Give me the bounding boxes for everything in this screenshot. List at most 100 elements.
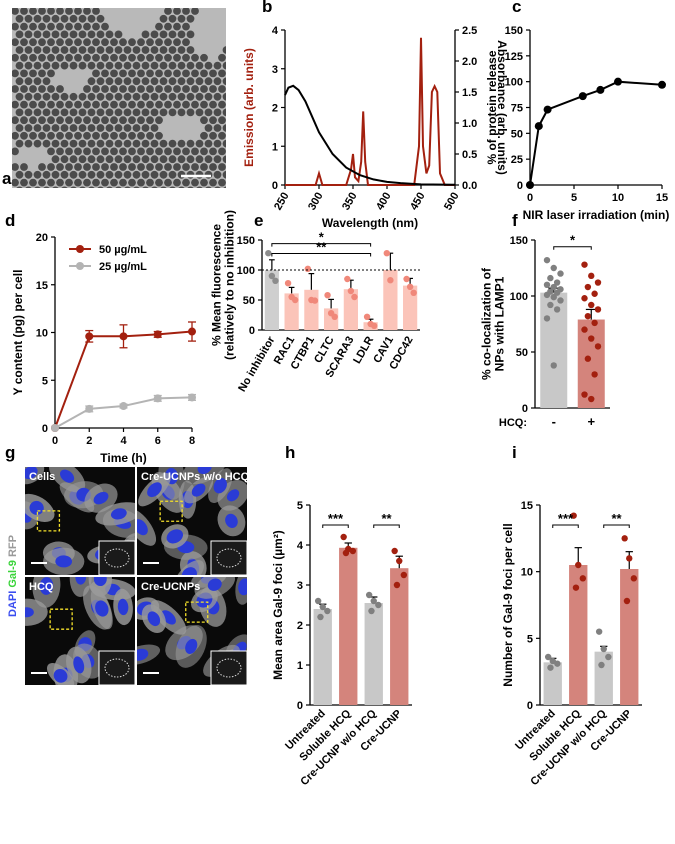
data-point xyxy=(621,535,628,542)
nanoparticle xyxy=(15,77,24,86)
nanoparticle xyxy=(42,46,51,54)
significance-label: * xyxy=(570,233,576,248)
x-tick-label: No inhibitor xyxy=(236,334,278,394)
nanoparticle xyxy=(74,131,82,140)
data-point xyxy=(591,319,598,327)
nanoparticle xyxy=(195,77,204,86)
nanoparticle xyxy=(159,77,168,86)
nanoparticle xyxy=(159,46,168,54)
nanoparticle xyxy=(128,178,136,187)
nanoparticle xyxy=(123,92,132,101)
nanoparticle xyxy=(60,139,69,148)
y-tick-label: 25 xyxy=(511,154,523,166)
nanoparticle xyxy=(12,38,19,47)
data-point xyxy=(570,512,577,519)
y-tick-label: 150 xyxy=(510,235,528,247)
nanoparticle xyxy=(92,100,100,109)
nucleus xyxy=(225,513,238,528)
nanoparticle xyxy=(186,46,195,54)
x-tick-label: 300 xyxy=(306,191,326,213)
nanoparticle xyxy=(24,170,33,179)
nanoparticle xyxy=(168,139,177,148)
nanoparticle xyxy=(20,69,28,78)
data-point xyxy=(349,547,357,555)
nanoparticle xyxy=(87,92,96,101)
nanoparticle xyxy=(92,38,100,47)
nanoparticle xyxy=(137,163,145,171)
significance-label: ** xyxy=(316,240,327,255)
nanoparticle xyxy=(105,155,114,164)
nanoparticle xyxy=(128,85,136,93)
nanoparticle xyxy=(74,38,82,47)
x-tick-label: 15 xyxy=(656,192,668,204)
nanoparticle xyxy=(96,14,105,23)
legend-marker xyxy=(76,245,84,253)
marker xyxy=(543,105,552,114)
nanoparticle xyxy=(51,14,60,23)
data-point xyxy=(588,301,595,309)
legend-label: 50 µg/mL xyxy=(99,244,147,256)
nanoparticle xyxy=(209,163,217,171)
data-point xyxy=(630,575,638,582)
nanoparticle xyxy=(119,85,127,93)
nanoparticle xyxy=(110,163,118,171)
data-point xyxy=(268,272,276,280)
nanoparticle xyxy=(47,163,55,171)
nanoparticle xyxy=(12,116,19,125)
nucleus xyxy=(226,489,240,502)
nanoparticle xyxy=(87,77,96,86)
nanoparticle xyxy=(92,178,100,187)
nanoparticle xyxy=(164,38,172,47)
nanoparticle xyxy=(78,61,87,70)
nanoparticle xyxy=(110,131,118,140)
data-point xyxy=(291,296,299,304)
nanoparticle xyxy=(47,100,55,109)
nanoparticle xyxy=(56,85,64,93)
nanoparticle xyxy=(51,61,60,70)
x-tick-label: 0 xyxy=(527,192,533,204)
nanoparticle xyxy=(114,170,123,179)
nanoparticle xyxy=(38,38,46,47)
nanoparticle xyxy=(96,30,105,39)
x-tick-label: 8 xyxy=(189,435,195,447)
nanoparticle xyxy=(191,100,199,109)
bar xyxy=(383,270,398,330)
y-tick-label: 3 xyxy=(272,64,278,76)
nanoparticle xyxy=(114,77,123,86)
nanoparticle xyxy=(20,100,28,109)
significance-label: ** xyxy=(381,511,392,526)
nucleus xyxy=(197,467,212,475)
nanoparticle xyxy=(169,186,176,188)
data-point xyxy=(584,355,592,362)
nanoparticle xyxy=(92,131,100,140)
x-axis-title: Time (h) xyxy=(100,451,146,465)
nanoparticle xyxy=(128,69,136,78)
data-point xyxy=(594,279,602,286)
nanoparticle xyxy=(29,116,37,125)
marker xyxy=(526,181,534,189)
x-tick-label: 6 xyxy=(155,435,161,447)
bar xyxy=(620,569,639,705)
nanoparticle xyxy=(42,61,51,70)
panel-letter: g xyxy=(5,443,15,462)
marker xyxy=(534,122,543,131)
nanoparticle xyxy=(42,170,51,179)
nanoparticle xyxy=(168,30,177,39)
nanoparticle xyxy=(105,30,114,39)
nanoparticle xyxy=(128,100,136,109)
nanoparticle xyxy=(69,30,78,39)
y-tick-label: 150 xyxy=(505,25,523,37)
nanoparticle xyxy=(12,178,19,187)
nanoparticle xyxy=(168,92,177,101)
marker xyxy=(578,92,587,101)
nanoparticle xyxy=(222,139,226,148)
nanoparticle xyxy=(60,14,69,23)
nanoparticle xyxy=(209,116,217,125)
nanoparticle xyxy=(218,163,226,171)
nanoparticle xyxy=(173,178,181,187)
nanoparticle xyxy=(159,139,168,148)
nanoparticle xyxy=(60,108,69,117)
nanoparticle xyxy=(105,46,114,54)
nanoparticle xyxy=(47,22,55,31)
nanoparticle xyxy=(119,116,127,125)
